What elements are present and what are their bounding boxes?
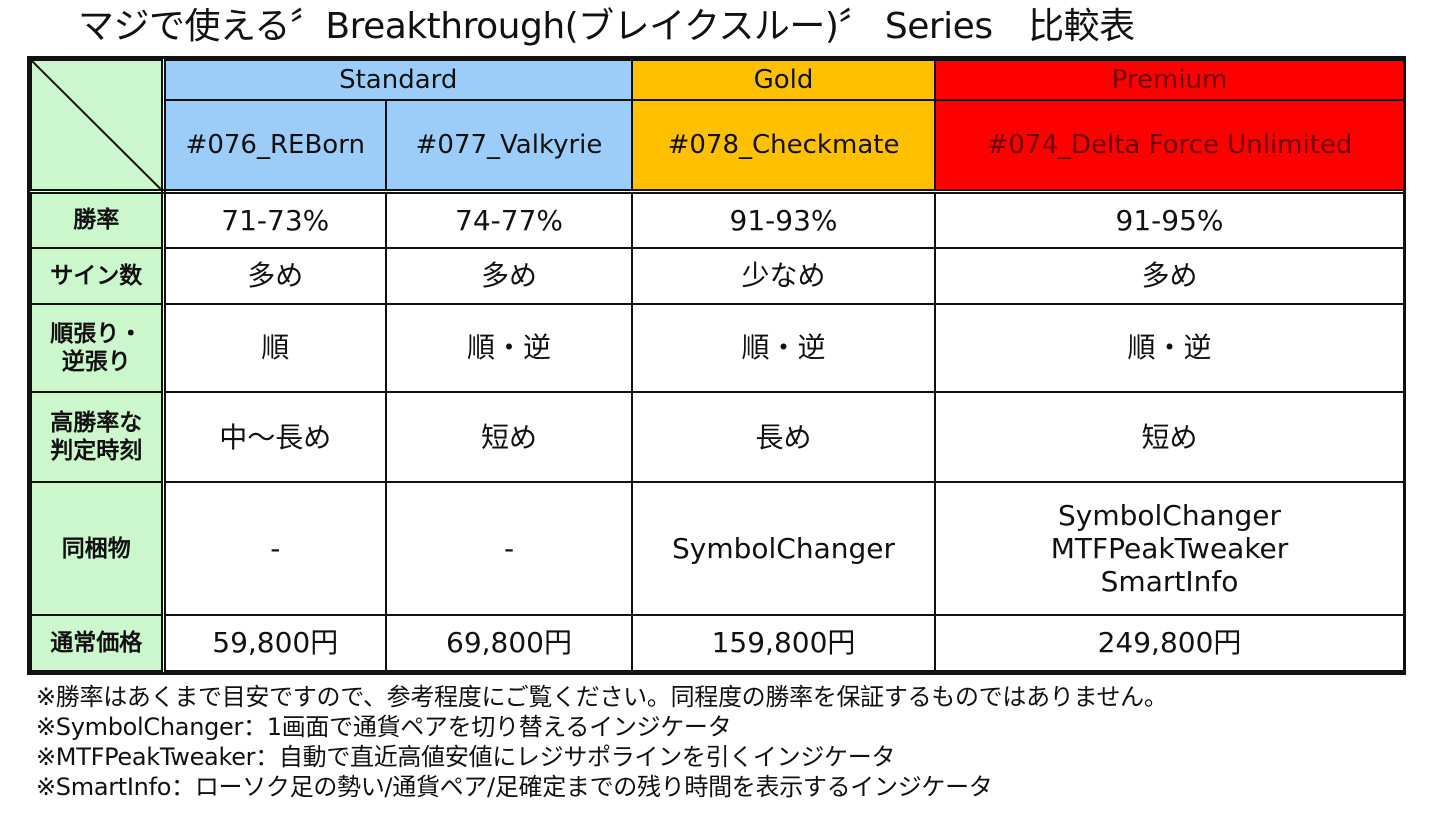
comparison-table: Standard Gold Premium #076_REBorn #077_V… bbox=[27, 56, 1406, 675]
row-label-signal-count: サイン数 bbox=[30, 246, 166, 305]
table-cell: 順・逆 bbox=[934, 302, 1403, 394]
table-row-bundled: 同梱物 - - SymbolChanger SymbolChanger MTFP… bbox=[30, 481, 1403, 616]
footnote: ※勝率はあくまで目安ですので、参考程度にご覧ください。同程度の勝率を保証するもの… bbox=[36, 683, 1168, 711]
corner-diagonal-line bbox=[32, 61, 161, 189]
row-label-line: 判定時刻 bbox=[50, 438, 143, 465]
bundled-item: MTFPeakTweaker bbox=[1050, 532, 1289, 566]
footnotes: ※勝率はあくまで目安ですので、参考程度にご覧ください。同程度の勝率を保証するもの… bbox=[36, 682, 1168, 802]
table-row-trend: 順張り・ 逆張り 順 順・逆 順・逆 順・逆 bbox=[30, 302, 1403, 394]
row-label-line: 高勝率な bbox=[50, 410, 143, 437]
footnote: ※MTFPeakTweaker：自動で直近高値安値にレジサポラインを引くインジケ… bbox=[36, 743, 896, 771]
row-label-win-rate: 勝率 bbox=[30, 190, 166, 249]
table-cell: 多め bbox=[384, 246, 634, 305]
table-cell: 159,800円 bbox=[631, 613, 937, 672]
page-title: マジで使える〞Breakthrough(ブレイクスルー)〞 Series 比較表 bbox=[78, 6, 1135, 47]
table-cell: 249,800円 bbox=[934, 613, 1403, 672]
table-cell: 多め bbox=[934, 246, 1403, 305]
table-cell: 91-93% bbox=[631, 190, 937, 249]
table-cell: 順・逆 bbox=[631, 302, 937, 394]
row-label-judgment-time: 高勝率な 判定時刻 bbox=[30, 391, 166, 484]
row-label-trend: 順張り・ 逆張り bbox=[30, 302, 166, 394]
group-header-row: Standard Gold Premium bbox=[30, 59, 1403, 194]
table-cell: 中～長め bbox=[162, 391, 387, 484]
row-label-bundled: 同梱物 bbox=[30, 481, 166, 616]
table-cell: 順 bbox=[162, 302, 387, 394]
table-row-win-rate: 勝率 71-73% 74-77% 91-93% 91-95% bbox=[30, 190, 1403, 249]
product-name-valkyrie: #077_Valkyrie bbox=[384, 99, 634, 194]
table-cell: 多め bbox=[162, 246, 387, 305]
product-name-checkmate: #078_Checkmate bbox=[631, 99, 937, 194]
table-cell: 59,800円 bbox=[162, 613, 387, 672]
table-row-signal-count: サイン数 多め 多め 少なめ 多め bbox=[30, 246, 1403, 305]
footnote: ※SymbolChanger：1画面で通貨ペアを切り替えるインジケータ bbox=[36, 713, 732, 741]
table-cell: 短め bbox=[934, 391, 1403, 484]
product-name-row: #076_REBorn #077_Valkyrie #078_Checkmate… bbox=[31, 99, 1403, 194]
footnote: ※SmartInfo：ローソク足の勢い/通貨ペア/足確定までの残り時間を表示する… bbox=[36, 773, 993, 801]
group-standard: Standard bbox=[161, 59, 634, 102]
table-cell: 長め bbox=[631, 391, 937, 484]
table-cell-bundled-premium: SymbolChanger MTFPeakTweaker SmartInfo bbox=[934, 481, 1403, 616]
corner-cell bbox=[30, 59, 166, 194]
table-cell: 91-95% bbox=[934, 190, 1403, 249]
table-cell: - bbox=[162, 481, 387, 616]
table-row-judgment-time: 高勝率な 判定時刻 中～長め 短め 長め 短め bbox=[30, 391, 1403, 484]
table-cell: 少なめ bbox=[631, 246, 937, 305]
table-cell: 短め bbox=[384, 391, 634, 484]
group-premium: Premium bbox=[934, 59, 1403, 102]
table-cell: 69,800円 bbox=[384, 613, 634, 672]
row-label-price: 通常価格 bbox=[30, 613, 166, 672]
product-name-reborn: #076_REBorn bbox=[162, 99, 387, 194]
row-label-line: 順張り・ bbox=[50, 320, 143, 347]
table-cell: 順・逆 bbox=[384, 302, 634, 394]
row-label-line: 逆張り bbox=[61, 348, 131, 375]
group-gold: Gold bbox=[631, 59, 937, 102]
table-cell: SymbolChanger bbox=[631, 481, 937, 616]
bundled-item: SymbolChanger bbox=[1058, 499, 1282, 533]
table-cell: 74-77% bbox=[384, 190, 634, 249]
table-row-price: 通常価格 59,800円 69,800円 159,800円 249,800円 bbox=[30, 613, 1403, 672]
bundled-item: SmartInfo bbox=[1100, 565, 1239, 599]
table-cell: 71-73% bbox=[162, 190, 387, 249]
product-name-delta-force: #074_Delta Force Unlimited bbox=[934, 99, 1403, 194]
table-cell: - bbox=[384, 481, 634, 616]
